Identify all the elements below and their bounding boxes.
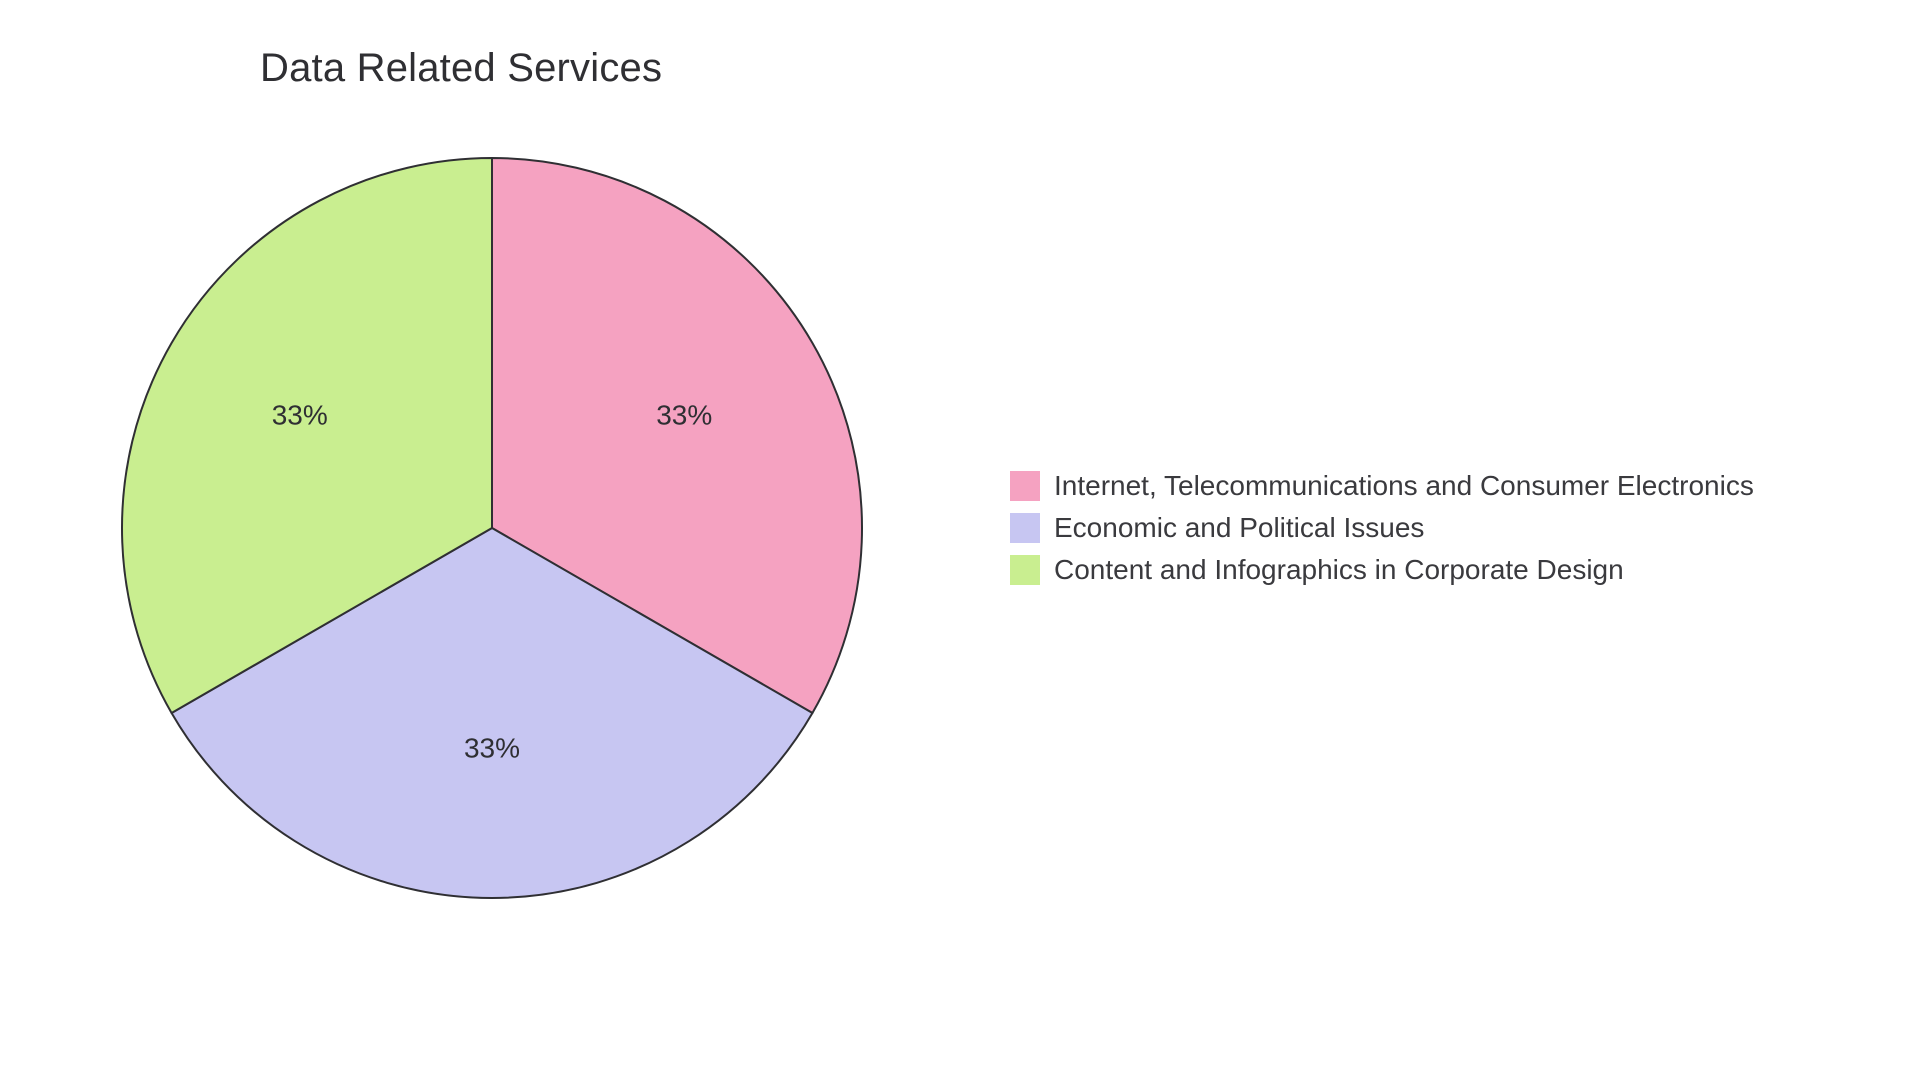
legend-item-2: Content and Infographics in Corporate De… [1010, 554, 1754, 586]
pie-slice-percent-0: 33% [656, 399, 712, 430]
legend-swatch-2 [1010, 555, 1040, 585]
legend-label-1: Economic and Political Issues [1054, 512, 1424, 544]
legend-item-0: Internet, Telecommunications and Consume… [1010, 470, 1754, 502]
pie-slice-percent-2: 33% [272, 399, 328, 430]
legend-label-2: Content and Infographics in Corporate De… [1054, 554, 1624, 586]
legend-label-0: Internet, Telecommunications and Consume… [1054, 470, 1754, 502]
legend-item-1: Economic and Political Issues [1010, 512, 1754, 544]
chart-stage: Data Related Services 33%33%33% Internet… [0, 0, 1920, 1080]
legend-swatch-1 [1010, 513, 1040, 543]
legend: Internet, Telecommunications and Consume… [1010, 470, 1754, 596]
legend-swatch-0 [1010, 471, 1040, 501]
pie-slice-percent-1: 33% [464, 732, 520, 763]
